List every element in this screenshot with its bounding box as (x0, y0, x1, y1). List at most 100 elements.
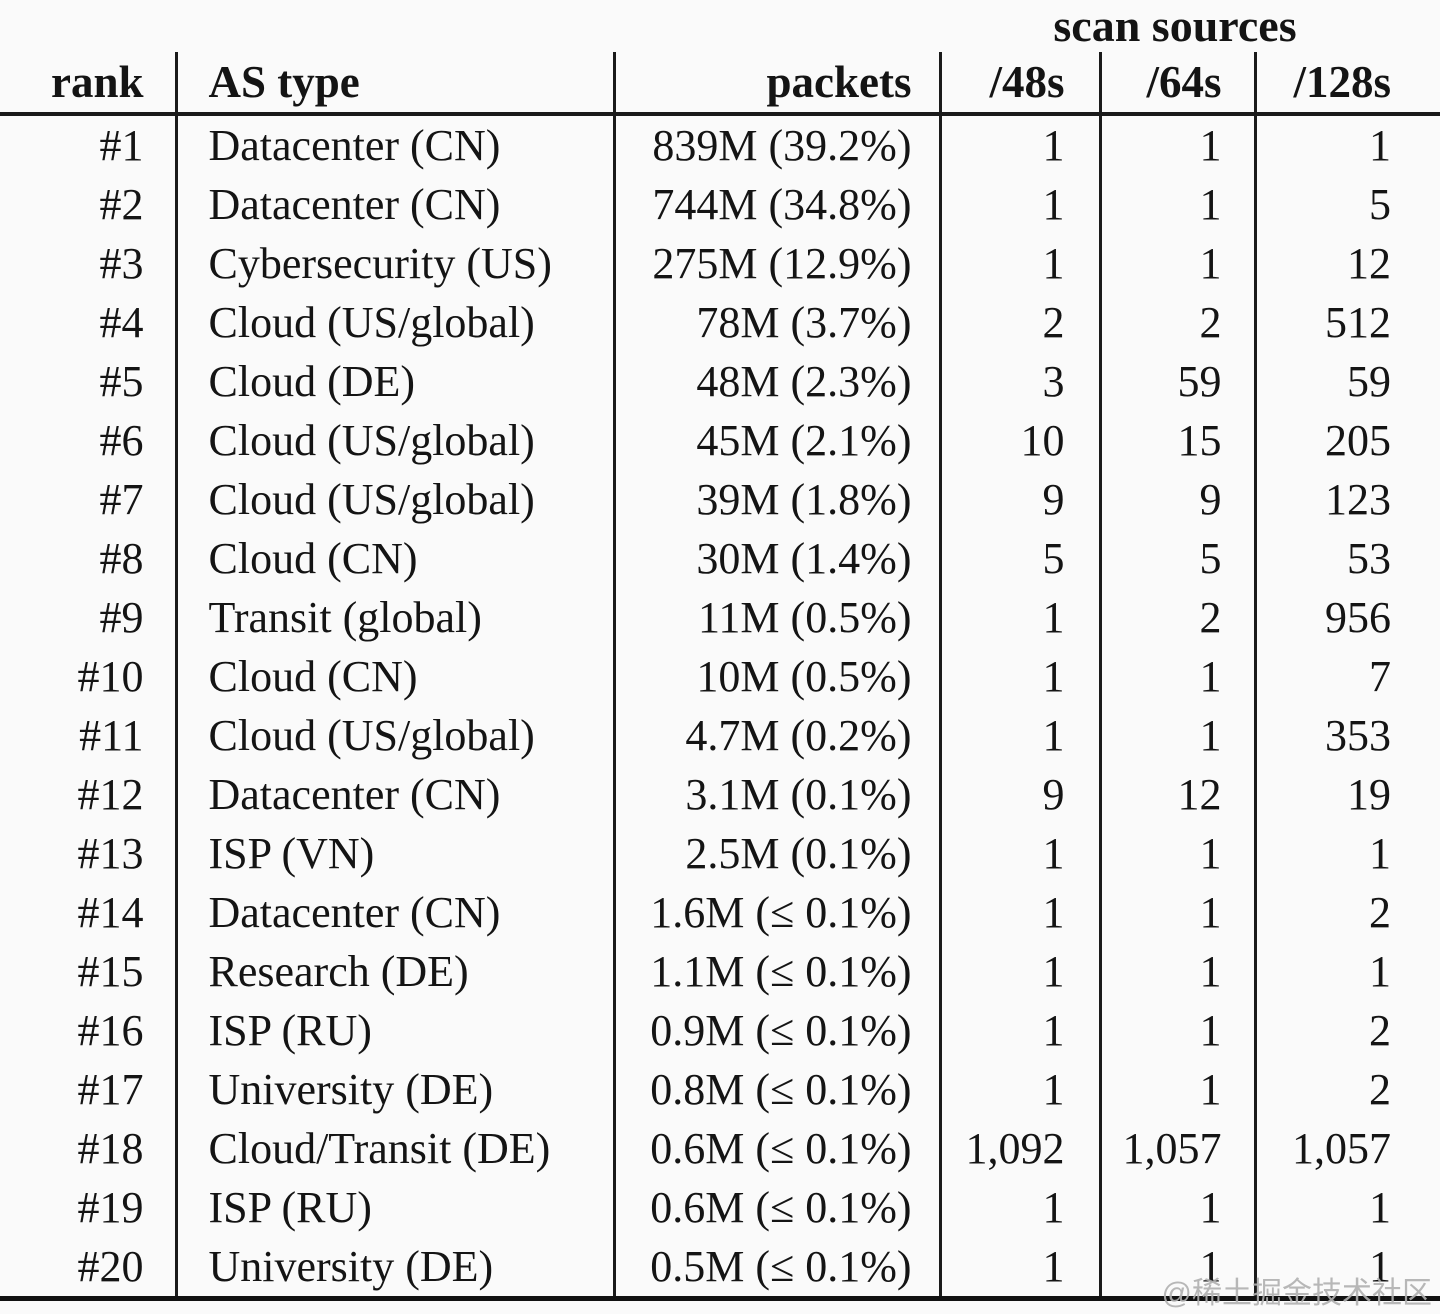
cell-128s: 123 (1325, 474, 1392, 524)
cell-64s: 1 (1100, 1001, 1257, 1060)
cell-64s: 15 (1100, 411, 1257, 470)
cell-64s: 1 (1100, 647, 1257, 706)
cell-48s: 1 (940, 114, 1102, 175)
table-row: #4 Cloud (US/global) 78M (3.7%) 2 2 512 (0, 293, 1440, 352)
cell-as-type: Cloud (US/global) (176, 706, 616, 765)
table-row: #3 Cybersecurity (US) 275M (12.9%) 1 1 1… (0, 234, 1440, 293)
cell-128s: 5 (1369, 179, 1392, 229)
table-row: #18 Cloud/Transit (DE) 0.6M (≤ 0.1%) 1,0… (0, 1119, 1440, 1178)
table-body: #1 Datacenter (CN) 839M (39.2%) 1 1 1 #2… (0, 114, 1440, 1301)
cell-64s: 1 (1100, 706, 1257, 765)
cell-as-type: Cloud (CN) (176, 647, 616, 706)
cell-as-type: Datacenter (CN) (176, 114, 616, 175)
cell-64s: 1 (1100, 175, 1257, 234)
cell-rank: #6 (0, 411, 178, 470)
cell-as-type: ISP (VN) (176, 824, 616, 883)
cell-rank: #9 (0, 588, 178, 647)
table-row: #10 Cloud (CN) 10M (0.5%) 1 1 7 (0, 647, 1440, 706)
cell-128s: 19 (1347, 769, 1392, 819)
cell-128s: 956 (1325, 592, 1392, 642)
table-row: #12 Datacenter (CN) 3.1M (0.1%) 9 12 19 (0, 765, 1440, 824)
watermark: @稀土掘金技术社区 (1161, 1277, 1432, 1310)
cell-rank: #4 (0, 293, 178, 352)
cell-128s: 205 (1325, 415, 1392, 465)
cell-rank: #5 (0, 352, 178, 411)
cell-packets: 2.5M (0.1%) (614, 824, 942, 883)
cell-128s: 1 (1369, 120, 1392, 170)
col-header-rank: rank (0, 52, 178, 116)
cell-as-type: Datacenter (CN) (176, 765, 616, 824)
cell-64s: 1 (1100, 114, 1257, 175)
cell-48s: 1 (940, 1001, 1102, 1060)
cell-packets: 275M (12.9%) (614, 234, 942, 293)
cell-128s: 2 (1369, 1064, 1392, 1114)
cell-128s: 59 (1347, 356, 1392, 406)
cell-48s: 10 (940, 411, 1102, 470)
cell-rank: #15 (0, 942, 178, 1001)
cell-48s: 1 (940, 588, 1102, 647)
cell-packets: 0.6M (≤ 0.1%) (614, 1178, 942, 1237)
cell-as-type: Datacenter (CN) (176, 883, 616, 942)
cell-rank: #17 (0, 1060, 178, 1119)
cell-packets: 45M (2.1%) (614, 411, 942, 470)
table-row: #11 Cloud (US/global) 4.7M (0.2%) 1 1 35… (0, 706, 1440, 765)
cell-48s: 9 (940, 765, 1102, 824)
cell-packets: 744M (34.8%) (614, 175, 942, 234)
cell-as-type: University (DE) (176, 1060, 616, 1119)
cell-rank: #12 (0, 765, 178, 824)
cell-128s: 1 (1369, 828, 1392, 878)
cell-128s: 1 (1369, 946, 1392, 996)
cell-48s: 1 (940, 1237, 1102, 1301)
table-row: #5 Cloud (DE) 48M (2.3%) 3 59 59 (0, 352, 1440, 411)
cell-128s: 353 (1325, 710, 1392, 760)
table-row: #6 Cloud (US/global) 45M (2.1%) 10 15 20… (0, 411, 1440, 470)
cell-48s: 9 (940, 470, 1102, 529)
cell-rank: #8 (0, 529, 178, 588)
cell-48s: 1 (940, 234, 1102, 293)
cell-64s: 1 (1100, 234, 1257, 293)
cell-packets: 1.6M (≤ 0.1%) (614, 883, 942, 942)
cell-as-type: Cloud (US/global) (176, 470, 616, 529)
cell-packets: 78M (3.7%) (614, 293, 942, 352)
cell-rank: #2 (0, 175, 178, 234)
cell-48s: 1 (940, 1060, 1102, 1119)
cell-packets: 0.5M (≤ 0.1%) (614, 1237, 942, 1301)
cell-as-type: Datacenter (CN) (176, 175, 616, 234)
table-row: #16 ISP (RU) 0.9M (≤ 0.1%) 1 1 2 (0, 1001, 1440, 1060)
cell-48s: 1 (940, 883, 1102, 942)
cell-48s: 5 (940, 529, 1102, 588)
cell-64s: 9 (1100, 470, 1257, 529)
cell-128s: 2 (1369, 887, 1392, 937)
col-header-packets: packets (614, 52, 942, 116)
cell-rank: #11 (0, 706, 178, 765)
cell-rank: #14 (0, 883, 178, 942)
cell-64s: 1 (1100, 883, 1257, 942)
cell-as-type: Cloud/Transit (DE) (176, 1119, 616, 1178)
cell-as-type: ISP (RU) (176, 1001, 616, 1060)
cell-rank: #16 (0, 1001, 178, 1060)
cell-128s: 2 (1369, 1005, 1392, 1055)
table-row: #7 Cloud (US/global) 39M (1.8%) 9 9 123 (0, 470, 1440, 529)
cell-64s: 12 (1100, 765, 1257, 824)
cell-as-type: ISP (RU) (176, 1178, 616, 1237)
cell-128s: 512 (1325, 297, 1392, 347)
col-header-as-type: AS type (176, 52, 616, 116)
cell-128s: 53 (1347, 533, 1392, 583)
cell-packets: 30M (1.4%) (614, 529, 942, 588)
cell-48s: 1 (940, 647, 1102, 706)
cell-packets: 11M (0.5%) (614, 588, 942, 647)
cell-48s: 1 (940, 1178, 1102, 1237)
table-row: #19 ISP (RU) 0.6M (≤ 0.1%) 1 1 1 (0, 1178, 1440, 1237)
scan-sources-group-header: scan sources (1053, 0, 1297, 51)
cell-48s: 2 (940, 293, 1102, 352)
cell-rank: #1 (0, 114, 178, 175)
cell-64s: 1 (1100, 1060, 1257, 1119)
cell-64s: 1 (1100, 1237, 1257, 1301)
group-header-spacer (0, 0, 940, 52)
cell-64s: 59 (1100, 352, 1257, 411)
cell-packets: 4.7M (0.2%) (614, 706, 942, 765)
cell-packets: 10M (0.5%) (614, 647, 942, 706)
cell-as-type: Cybersecurity (US) (176, 234, 616, 293)
cell-128s: 7 (1369, 651, 1392, 701)
cell-rank: #19 (0, 1178, 178, 1237)
